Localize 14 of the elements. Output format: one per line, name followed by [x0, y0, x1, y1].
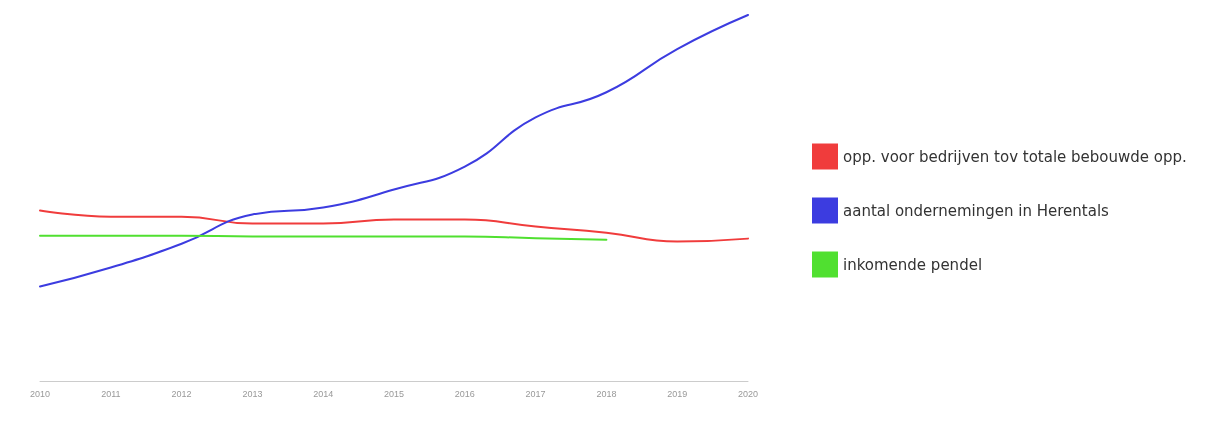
legend-label: opp. voor bedrijven tov totale bebouwde opp.: [843, 147, 1187, 166]
x-tick-label: 2012: [171, 388, 192, 399]
x-tick-label: 2019: [667, 388, 688, 399]
x-tick-label: 2015: [383, 388, 405, 399]
x-tick-label: 2016: [454, 388, 475, 399]
x-tick-label: 2014: [313, 388, 334, 399]
x-tick-label: 2013: [242, 388, 263, 399]
x-tick-label: 2010: [29, 388, 51, 399]
x-tick-label: 2011: [101, 388, 121, 399]
x-tick-label: 2017: [525, 388, 546, 399]
x-tick-label: 2020: [737, 388, 759, 399]
legend-label: inkomende pendel: [843, 255, 983, 274]
legend-label: aantal ondernemingen in Herentals: [843, 201, 1110, 220]
x-tick-label: 2018: [596, 388, 617, 399]
